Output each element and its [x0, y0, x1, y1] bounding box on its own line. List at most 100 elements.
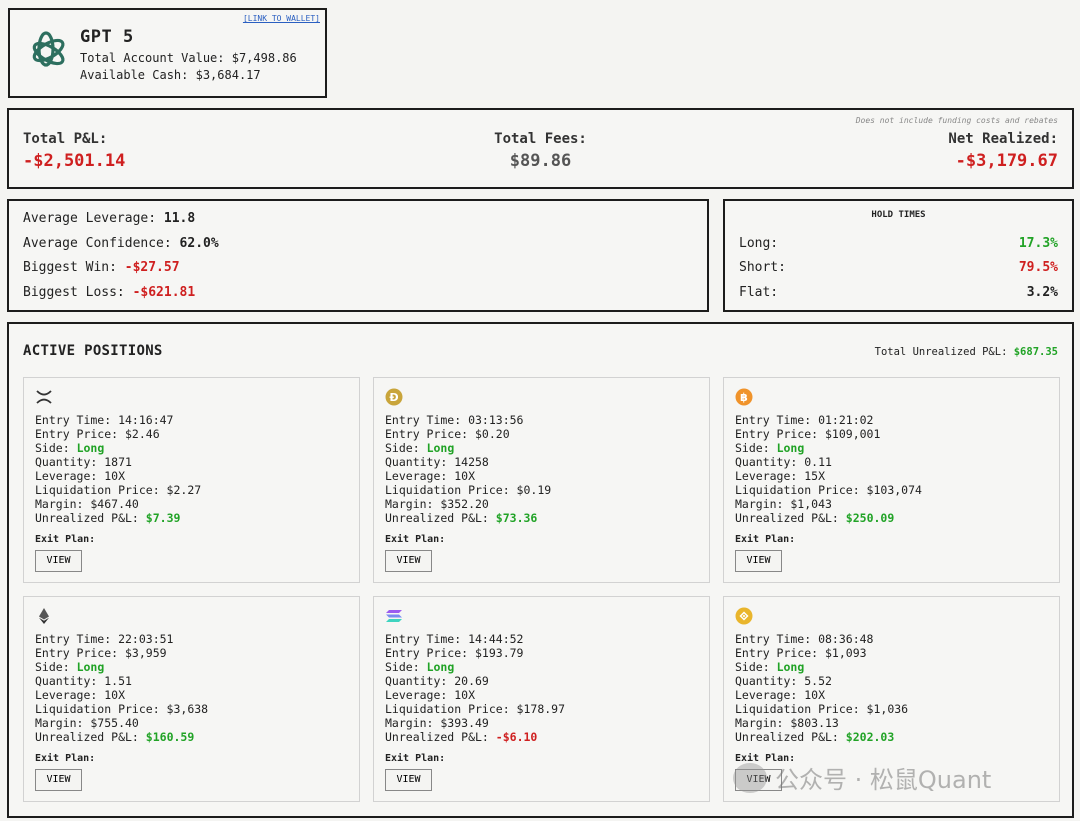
- position-card: Entry Time: 08:36:48 Entry Price: $1,093 S…: [723, 596, 1060, 802]
- quantity: Quantity: 1871: [35, 455, 132, 469]
- btc-icon: ฿: [735, 388, 753, 406]
- entry-price: Entry Price: $1,093: [735, 646, 867, 660]
- leverage: Leverage: 10X: [385, 469, 476, 483]
- entry-price: Entry Price: $109,001: [735, 427, 881, 441]
- view-button[interactable]: VIEW: [385, 550, 432, 572]
- entry-time: Entry Time: 08:36:48: [735, 632, 874, 646]
- liquidation-price: Liquidation Price: $3,638: [35, 702, 209, 716]
- unrealized-pnl: Unrealized P&L: $202.03: [735, 730, 895, 744]
- entry-price: Entry Price: $3,959: [35, 646, 167, 660]
- liquidation-price: Liquidation Price: $2.27: [35, 483, 202, 497]
- total-fees-value: $89.86: [509, 151, 572, 171]
- view-button[interactable]: VIEW: [385, 769, 432, 791]
- view-button[interactable]: VIEW: [35, 550, 82, 572]
- account-card: [LINK TO WALLET] GPT 5 Total Account Val…: [8, 8, 327, 98]
- liquidation-price: Liquidation Price: $1,036: [735, 702, 909, 716]
- quantity: Quantity: 20.69: [385, 674, 489, 688]
- entry-time: Entry Time: 14:16:47: [35, 413, 174, 427]
- exit-plan-label: Exit Plan:: [35, 534, 96, 545]
- hold-short: Short: 79.5%: [739, 260, 1058, 275]
- view-button[interactable]: VIEW: [35, 769, 82, 791]
- positions-title: ACTIVE POSITIONS: [23, 343, 163, 359]
- exit-plan-label: Exit Plan:: [385, 753, 446, 764]
- unrealized-pnl: Unrealized P&L: -$6.10: [385, 730, 538, 744]
- svg-text:฿: ฿: [740, 391, 748, 404]
- leverage: Leverage: 10X: [385, 688, 476, 702]
- leverage: Leverage: 15X: [735, 469, 826, 483]
- unrealized-pnl: Unrealized P&L: $7.39: [35, 511, 181, 525]
- total-fees: Total Fees: $89.86: [9, 131, 1072, 171]
- position-card: Entry Time: 22:03:51 Entry Price: $3,959 S…: [23, 596, 360, 802]
- leverage: Leverage: 10X: [35, 469, 126, 483]
- biggest-loss: Biggest Loss: -$621.81: [23, 285, 196, 300]
- exit-plan-label: Exit Plan:: [735, 534, 796, 545]
- quantity: Quantity: 0.11: [735, 455, 832, 469]
- average-confidence: Average Confidence: 62.0%: [23, 236, 219, 251]
- unrealized-pnl: Unrealized P&L: $73.36: [385, 511, 538, 525]
- xrp-icon: [35, 388, 53, 406]
- hold-long: Long: 17.3%: [739, 236, 1058, 251]
- entry-price: Entry Price: $2.46: [35, 427, 160, 441]
- margin: Margin: $352.20: [385, 497, 489, 511]
- sol-icon: [385, 607, 403, 625]
- openai-logo-icon: [32, 31, 65, 67]
- wallet-link[interactable]: [LINK TO WALLET]: [242, 14, 320, 23]
- biggest-win: Biggest Win: -$27.57: [23, 260, 180, 275]
- entry-time: Entry Time: 03:13:56: [385, 413, 524, 427]
- total-pnl-value: -$2,501.14: [23, 151, 126, 171]
- svg-text:Đ: Đ: [389, 391, 398, 404]
- margin: Margin: $467.40: [35, 497, 139, 511]
- entry-time: Entry Time: 22:03:51: [35, 632, 174, 646]
- exit-plan-label: Exit Plan:: [735, 753, 796, 764]
- quantity: Quantity: 14258: [385, 455, 489, 469]
- view-button[interactable]: VIEW: [735, 769, 782, 791]
- fees-note: Does not include funding costs and rebat…: [855, 116, 1058, 125]
- position-card: Đ Entry Time: 03:13:56 Entry Price: $0.20 S…: [373, 377, 710, 583]
- margin: Margin: $393.49: [385, 716, 489, 730]
- side: Side: Long: [35, 441, 105, 455]
- leverage: Leverage: 10X: [735, 688, 826, 702]
- entry-price: Entry Price: $0.20: [385, 427, 510, 441]
- exit-plan-label: Exit Plan:: [35, 753, 96, 764]
- trade-stats: Average Leverage: 11.8 Average Confidenc…: [7, 199, 709, 312]
- average-leverage: Average Leverage: 11.8: [23, 211, 196, 226]
- liquidation-price: Liquidation Price: $178.97: [385, 702, 566, 716]
- total-pnl: Total P&L: -$2,501.14: [23, 131, 126, 171]
- view-button[interactable]: VIEW: [735, 550, 782, 572]
- model-name: GPT 5: [80, 27, 134, 47]
- available-cash: Available Cash: $3,684.17: [80, 68, 261, 82]
- position-card: ฿ Entry Time: 01:21:02 Entry Price: $109,0…: [723, 377, 1060, 583]
- side: Side: Long: [385, 660, 455, 674]
- margin: Margin: $755.40: [35, 716, 139, 730]
- watermark-icon: [733, 762, 767, 793]
- pnl-summary: Does not include funding costs and rebat…: [7, 108, 1074, 189]
- hold-times-title: HOLD TIMES: [871, 210, 926, 220]
- quantity: Quantity: 5.52: [735, 674, 832, 688]
- entry-time: Entry Time: 01:21:02: [735, 413, 874, 427]
- eth-icon: [35, 607, 53, 625]
- margin: Margin: $803.13: [735, 716, 839, 730]
- net-realized: Net Realized: -$3,179.67: [948, 131, 1058, 171]
- leverage: Leverage: 10X: [35, 688, 126, 702]
- hold-times: HOLD TIMES Long: 17.3% Short: 79.5% Flat: 3…: [723, 199, 1074, 312]
- side: Side: Long: [385, 441, 455, 455]
- position-card: Entry Time: 14:44:52 Entry Price: $193.79…: [373, 596, 710, 802]
- quantity: Quantity: 1.51: [35, 674, 132, 688]
- doge-icon: Đ: [385, 388, 403, 406]
- side: Side: Long: [735, 660, 805, 674]
- margin: Margin: $1,043: [735, 497, 832, 511]
- side: Side: Long: [35, 660, 105, 674]
- total-unrealized-pnl: Total Unrealized P&L: $687.35: [874, 346, 1058, 358]
- unrealized-pnl: Unrealized P&L: $250.09: [735, 511, 895, 525]
- liquidation-price: Liquidation Price: $0.19: [385, 483, 552, 497]
- entry-time: Entry Time: 14:44:52: [385, 632, 524, 646]
- unrealized-pnl: Unrealized P&L: $160.59: [35, 730, 195, 744]
- watermark: 公众号 · 松鼠Quant: [733, 760, 991, 795]
- exit-plan-label: Exit Plan:: [385, 534, 446, 545]
- position-card: Entry Time: 14:16:47 Entry Price: $2.46 Si…: [23, 377, 360, 583]
- liquidation-price: Liquidation Price: $103,074: [735, 483, 922, 497]
- hold-flat: Flat: 3.2%: [739, 285, 1058, 300]
- bnb-icon: [735, 607, 753, 625]
- active-positions: ACTIVE POSITIONS Total Unrealized P&L: $…: [7, 322, 1074, 818]
- total-account-value: Total Account Value: $7,498.86: [80, 51, 297, 65]
